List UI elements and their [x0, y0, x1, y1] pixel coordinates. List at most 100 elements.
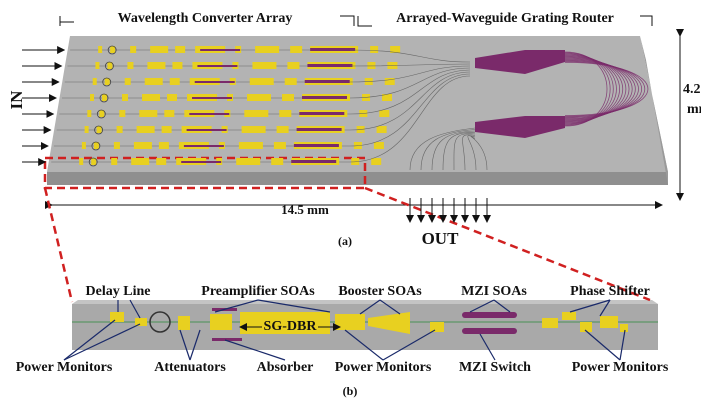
- chip-drawing: [22, 16, 680, 360]
- pad: [159, 142, 169, 149]
- pad: [137, 126, 155, 133]
- center-label: SG-DBR: [264, 319, 318, 334]
- pad: [150, 46, 168, 53]
- pad: [377, 126, 387, 133]
- soa: [297, 128, 342, 131]
- pad: [172, 62, 182, 69]
- bottom-label: MZI Switch: [459, 360, 531, 375]
- pad: [250, 78, 274, 85]
- input-label: IN: [7, 90, 26, 110]
- left-header: Wavelength Converter Array: [118, 11, 293, 26]
- pad: [85, 126, 89, 133]
- pad: [156, 158, 166, 165]
- pad: [370, 46, 378, 53]
- pad: [282, 94, 294, 101]
- component: [600, 316, 618, 328]
- top-label: Preamplifier SOAs: [201, 284, 315, 299]
- soa: [195, 81, 235, 83]
- soa: [299, 112, 344, 115]
- pad: [287, 62, 299, 69]
- width-unit: mm: [687, 102, 701, 117]
- pad: [162, 126, 172, 133]
- pad: [379, 110, 389, 117]
- pad: [290, 46, 302, 53]
- soa: [181, 161, 221, 163]
- pad: [247, 94, 271, 101]
- pad: [82, 142, 86, 149]
- pad: [114, 142, 120, 149]
- soa: [189, 113, 229, 115]
- pad: [117, 126, 123, 133]
- pad: [79, 158, 83, 165]
- pad: [134, 142, 152, 149]
- soa: [307, 64, 352, 67]
- figure: Wavelength Converter Array Arrayed-Waveg…: [0, 0, 701, 402]
- top-label: Delay Line: [86, 284, 151, 299]
- soa: [184, 145, 224, 147]
- soa: [462, 312, 517, 318]
- pad: [279, 110, 291, 117]
- component: [562, 312, 576, 320]
- caption: (a): [338, 234, 352, 248]
- pad: [271, 158, 283, 165]
- component: [210, 314, 232, 330]
- pad: [242, 126, 266, 133]
- soa: [200, 49, 240, 51]
- caption: (b): [343, 384, 358, 398]
- bottom-label: Power Monitors: [572, 360, 669, 375]
- pad: [131, 158, 149, 165]
- pad: [130, 46, 136, 53]
- component: [110, 312, 124, 322]
- pad: [95, 62, 99, 69]
- component: [135, 318, 147, 326]
- output-label: OUT: [422, 229, 460, 248]
- soa: [197, 65, 237, 67]
- soa: [462, 328, 517, 334]
- chip-front: [47, 172, 668, 185]
- soa: [291, 160, 336, 163]
- soa: [192, 97, 232, 99]
- width-label: 4.25: [683, 82, 701, 97]
- pad: [252, 62, 276, 69]
- pad: [277, 126, 289, 133]
- component: [542, 318, 558, 328]
- bottom-label: Absorber: [257, 360, 314, 375]
- top-label: Phase Shifter: [570, 284, 650, 299]
- chip-b-top: [72, 300, 658, 304]
- top-label: MZI SOAs: [461, 284, 527, 299]
- pad: [147, 62, 165, 69]
- pad: [285, 78, 297, 85]
- pad: [119, 110, 125, 117]
- pad: [90, 94, 94, 101]
- pad: [367, 62, 375, 69]
- pad: [127, 62, 133, 69]
- bottom-label: Power Monitors: [16, 360, 113, 375]
- component: [430, 322, 444, 332]
- soa: [302, 96, 347, 99]
- bottom-label: Attenuators: [154, 360, 226, 375]
- pad: [139, 110, 157, 117]
- pad: [244, 110, 268, 117]
- pad: [145, 78, 163, 85]
- pad: [239, 142, 263, 149]
- soa: [187, 129, 227, 131]
- pad: [167, 94, 177, 101]
- pad: [111, 158, 117, 165]
- pad: [98, 46, 102, 53]
- bottom-label: Power Monitors: [335, 360, 432, 375]
- soa: [305, 80, 350, 83]
- right-header: Arrayed-Waveguide Grating Router: [396, 11, 614, 26]
- pad: [164, 110, 174, 117]
- pad: [374, 142, 384, 149]
- component: [620, 324, 628, 332]
- pad: [93, 78, 97, 85]
- pad: [175, 46, 185, 53]
- pad: [371, 158, 381, 165]
- component: [335, 314, 365, 330]
- pad: [122, 94, 128, 101]
- top-label: Booster SOAs: [338, 284, 422, 299]
- component: [178, 316, 190, 330]
- length-label: 14.5 mm: [281, 202, 329, 217]
- pad: [170, 78, 180, 85]
- pad: [255, 46, 279, 53]
